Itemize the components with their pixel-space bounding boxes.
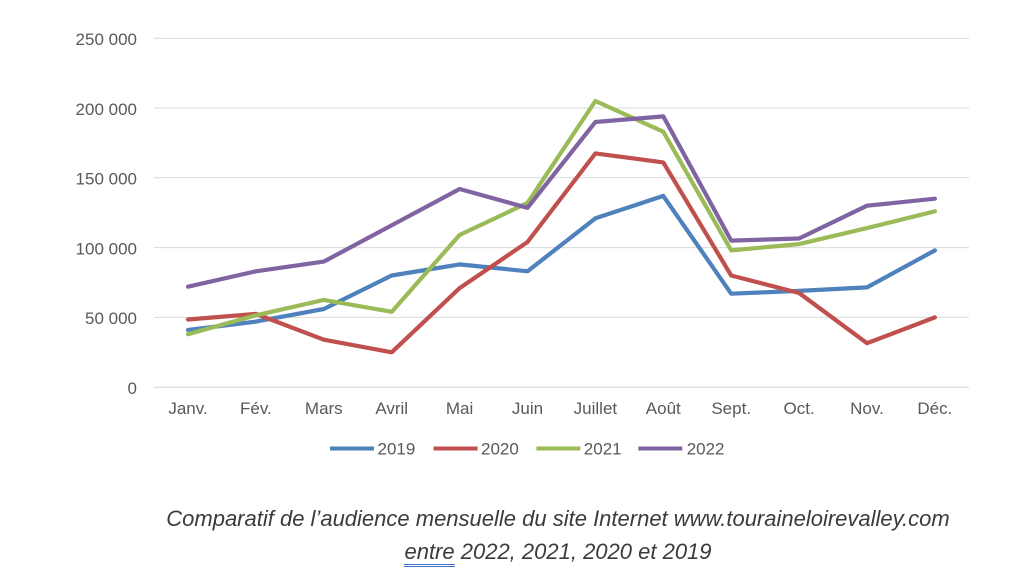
svg-text:2022: 2022 <box>687 440 725 459</box>
svg-text:Avril: Avril <box>375 399 408 418</box>
svg-text:Janv.: Janv. <box>168 399 207 418</box>
svg-text:Juin: Juin <box>512 399 543 418</box>
svg-text:2020: 2020 <box>481 440 519 459</box>
svg-text:50 000: 50 000 <box>85 309 137 328</box>
svg-text:Août: Août <box>646 399 681 418</box>
svg-text:Sept.: Sept. <box>711 399 751 418</box>
svg-text:2019: 2019 <box>378 440 416 459</box>
svg-text:150 000: 150 000 <box>76 170 137 189</box>
svg-text:Fév.: Fév. <box>240 399 272 418</box>
svg-text:Mars: Mars <box>305 399 343 418</box>
svg-text:Nov.: Nov. <box>850 399 884 418</box>
svg-text:Mai: Mai <box>446 399 473 418</box>
svg-text:Oct.: Oct. <box>784 399 815 418</box>
svg-text:2021: 2021 <box>584 440 622 459</box>
svg-text:200 000: 200 000 <box>76 100 137 119</box>
svg-text:Juillet: Juillet <box>574 399 618 418</box>
svg-text:0: 0 <box>128 379 137 398</box>
svg-text:Déc.: Déc. <box>917 399 952 418</box>
svg-text:250 000: 250 000 <box>76 30 137 49</box>
svg-text:100 000: 100 000 <box>76 239 137 258</box>
